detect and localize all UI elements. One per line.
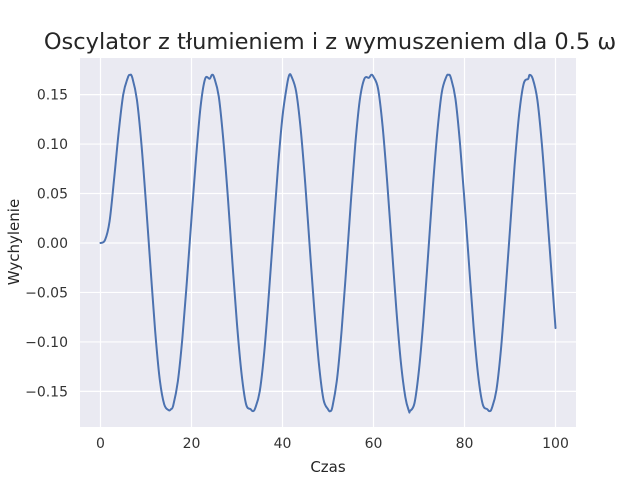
- x-tick-label: 100: [542, 436, 569, 452]
- y-axis-label: Wychylenie: [5, 199, 23, 285]
- y-tick-label: −0.15: [25, 384, 68, 400]
- series-line: [99, 73, 557, 414]
- x-tick-label: 80: [456, 436, 474, 452]
- x-axis-label: Czas: [310, 458, 346, 476]
- x-tick-label: 20: [183, 436, 201, 452]
- y-tick-label: 0.15: [37, 88, 68, 104]
- x-tick-label: 60: [365, 436, 383, 452]
- y-tick-label: −0.05: [25, 285, 68, 301]
- chart-title: Oscylator z tłumieniem i z wymuszeniem d…: [44, 29, 616, 55]
- x-tick-label: 40: [274, 436, 292, 452]
- y-tick-label: 0.05: [37, 187, 68, 203]
- y-tick-label: −0.10: [25, 335, 68, 351]
- y-tick-label: 0.10: [37, 137, 68, 153]
- series-layer: [99, 73, 557, 414]
- x-tick-label: 0: [96, 436, 105, 452]
- y-tick-label: 0.00: [37, 236, 68, 252]
- y-axis-ticks: −0.15 −0.10 −0.05 0.00 0.05 0.10 0.15: [25, 88, 68, 401]
- x-axis-ticks: 0 20 40 60 80 100: [96, 436, 569, 452]
